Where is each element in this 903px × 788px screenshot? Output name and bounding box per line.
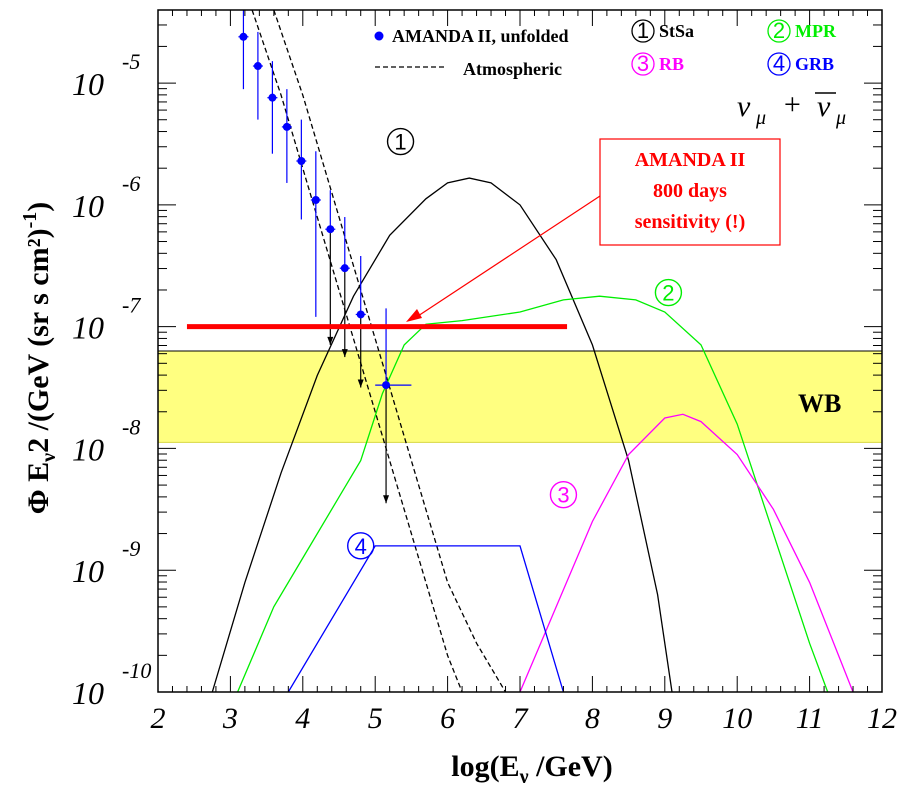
legend-item-mpr-label: MPR [795, 21, 837, 41]
x-tick-label: 9 [657, 702, 672, 735]
x-axis-title: log(Eν /GeV) [451, 750, 612, 788]
annotation-arrow-head [406, 309, 422, 322]
point-3-marker [282, 122, 291, 131]
point-6-limit-arrow [327, 336, 334, 345]
x-axis-title-tail: /GeV) [529, 750, 613, 783]
curve-labels: 1 2 3 4 [347, 127, 683, 560]
legend-item-grb-num: 4 [773, 51, 785, 76]
y-tick-label-base: 10 [72, 66, 104, 102]
annotation-line-1: AMANDA II [635, 149, 746, 171]
y-tick-label-exp: -6 [122, 171, 140, 196]
point-7-limit-arrow [341, 349, 348, 358]
numu-label-nu: ν [737, 90, 751, 123]
annotation-box [599, 138, 781, 246]
x-axis-title-sub: ν [519, 766, 529, 788]
y-tick-label-exp: -5 [122, 49, 140, 74]
y-tick-label-base: 10 [72, 188, 104, 224]
numu-label-plus: + [782, 88, 802, 121]
x-tick-label: 10 [722, 702, 752, 735]
curve-label-2-circle [654, 278, 683, 307]
numu-label-mu2: μ [835, 107, 846, 129]
numu-label-mu: μ [755, 107, 766, 129]
wb-label: WB [798, 389, 841, 418]
x-tick-label: 4 [295, 702, 310, 735]
legend-items: 1 StSa 2 MPR 3 RB 4 GRB [631, 18, 837, 76]
legend-item-stsa-circle [631, 19, 655, 43]
y-axis-title-close: ) [22, 202, 55, 212]
curve-rb [519, 413, 854, 692]
svg-text:Φ Eν2 /(GeV (sr s cm²)-1): Φ Eν2 /(GeV (sr s cm²)-1) [19, 202, 60, 515]
annotation-arrow-line [417, 195, 601, 317]
y-tick-label-exp: -9 [122, 536, 140, 561]
curve-label-4-num: 4 [355, 534, 367, 559]
sensitivity-annotation: AMANDA II 800 days sensitivity (!) [406, 138, 781, 322]
point-8-marker [356, 310, 365, 319]
legend-item-stsa-label: StSa [659, 21, 694, 41]
point-8-limit-arrow [357, 379, 364, 388]
legend: AMANDA II, unfolded Atmospheric 1 StSa 2 MP… [374, 18, 846, 129]
legend-item-grb-label: GRB [795, 54, 834, 74]
legend-atm-label: Atmospheric [463, 59, 562, 79]
data-points-layer [238, 10, 412, 504]
svg-text:log(Eν /GeV): log(Eν /GeV) [451, 750, 612, 788]
point-7-marker [340, 264, 349, 273]
legend-item-mpr-num: 2 [773, 18, 785, 43]
curve-atmospheric-upper [273, 10, 507, 692]
y-axis-title-main: Φ E [22, 462, 55, 514]
legend-item-rb-label: RB [659, 54, 684, 74]
x-tick-label: 7 [513, 702, 530, 735]
legend-amanda-marker [374, 31, 384, 41]
point-5-marker [311, 195, 320, 204]
annotation-line-2: 800 days [653, 180, 727, 202]
legend-item-rb-num: 3 [637, 51, 649, 76]
point-9-marker [382, 381, 391, 390]
legend-item-grb-circle [767, 52, 791, 76]
curve-grb [287, 545, 565, 692]
y-axis-title: Φ Eν2 /(GeV (sr s cm²)-1) [19, 202, 60, 515]
x-axis-title-main: log(E [451, 750, 519, 783]
point-9-limit-arrow [383, 495, 390, 504]
x-tick-label: 6 [440, 702, 455, 735]
y-tick-label-exp: -7 [122, 293, 141, 318]
x-tick-label: 3 [222, 702, 238, 735]
x-tick-label: 12 [867, 702, 897, 735]
y-tick-label-exp: -8 [122, 414, 140, 439]
y-tick-label-base: 10 [72, 675, 104, 711]
point-2-marker [268, 93, 277, 102]
x-tick-label: 8 [585, 702, 600, 735]
x-tick-label: 11 [796, 702, 824, 735]
point-0-marker [239, 32, 248, 41]
curve-label-1-circle [386, 127, 415, 156]
point-1-marker [253, 62, 262, 71]
y-tick-label-base: 10 [72, 431, 104, 467]
y-tick-label-base: 10 [72, 310, 104, 346]
curve-label-3-circle [549, 481, 578, 509]
legend-amanda-label: AMANDA II, unfolded [392, 26, 569, 46]
legend-item-rb-circle [631, 52, 655, 76]
point-4-marker [297, 157, 306, 166]
y-axis-title-tail: 2 /(GeV (sr s cm²) [22, 228, 55, 453]
curve-label-4-circle [347, 532, 375, 560]
x-tick-label: 2 [151, 702, 166, 735]
y-tick-label-base: 10 [72, 553, 104, 589]
point-6-marker [326, 225, 335, 234]
legend-item-mpr-circle [767, 19, 791, 43]
wb-band [158, 351, 882, 443]
y-axis-title-sub: ν [38, 453, 60, 463]
curve-stsa [211, 177, 673, 692]
annotation-line-3: sensitivity (!) [635, 211, 746, 233]
wb-band-layer [158, 350, 882, 443]
curve-label-1-num: 1 [394, 130, 406, 155]
y-axis-title-exp: -1 [19, 212, 41, 229]
curve-label-2-num: 2 [662, 281, 674, 306]
legend-item-stsa-num: 1 [637, 18, 649, 43]
curve-mpr [237, 295, 829, 692]
numu-label-nubar: ν [817, 90, 831, 123]
curve-label-3-num: 3 [557, 483, 569, 508]
y-tick-label-exp: -10 [122, 658, 151, 683]
x-tick-label: 5 [368, 702, 383, 735]
